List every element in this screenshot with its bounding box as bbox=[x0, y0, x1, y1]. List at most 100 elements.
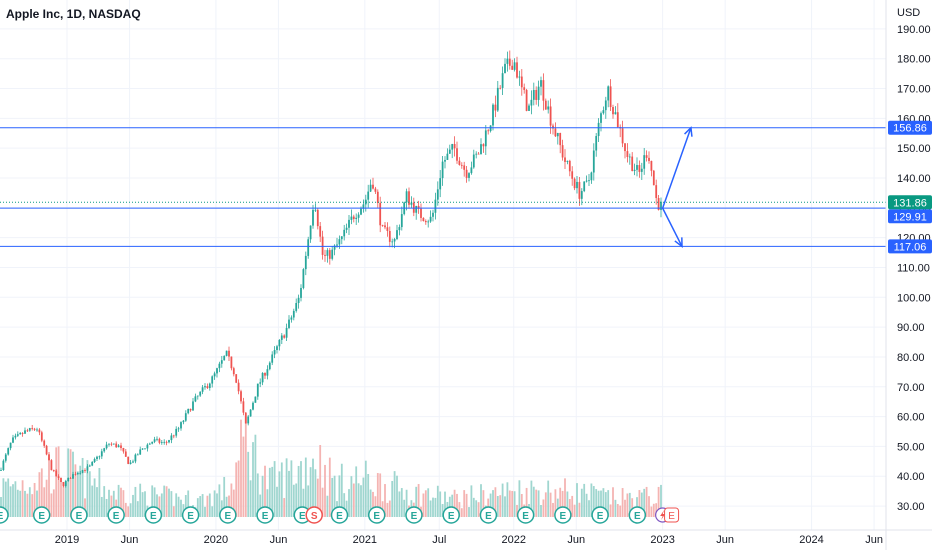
lightning-icon bbox=[660, 510, 666, 520]
volume-bar bbox=[578, 502, 581, 517]
price-tag-label: 131.86 bbox=[893, 197, 927, 209]
candle-body bbox=[64, 480, 67, 486]
candle-body bbox=[549, 106, 552, 126]
earnings-badge bbox=[442, 506, 460, 524]
volume-bar bbox=[247, 451, 250, 517]
candle-body bbox=[506, 58, 509, 64]
candle-body bbox=[57, 476, 60, 478]
x-tick-label: 2024 bbox=[799, 534, 823, 546]
volume-bar bbox=[338, 475, 341, 517]
projection-arrow bbox=[661, 207, 683, 247]
candle-body bbox=[132, 461, 134, 463]
volume-bar bbox=[391, 480, 394, 517]
volume-bar bbox=[316, 478, 319, 517]
volume-bar bbox=[516, 504, 518, 517]
candle-body bbox=[285, 327, 288, 338]
candle-body bbox=[463, 165, 466, 170]
candle-body bbox=[537, 86, 540, 100]
volume-bar bbox=[285, 458, 288, 517]
candle-body bbox=[609, 86, 612, 108]
volume-bar bbox=[136, 501, 139, 517]
candle-body bbox=[220, 360, 223, 364]
candle-body bbox=[480, 144, 482, 155]
candle-body bbox=[14, 435, 17, 438]
candle-body bbox=[259, 382, 262, 384]
volume-bar bbox=[472, 497, 475, 517]
candle-body bbox=[266, 369, 269, 376]
candle-body bbox=[242, 401, 245, 413]
candle-body bbox=[652, 170, 655, 186]
candle-body bbox=[600, 113, 602, 123]
candle-body bbox=[427, 221, 430, 223]
candle-body bbox=[290, 317, 293, 320]
volume-bar bbox=[158, 496, 161, 517]
candle-body bbox=[21, 433, 24, 434]
volume-bar bbox=[585, 493, 588, 517]
volume-bar bbox=[21, 480, 24, 517]
candle-body bbox=[331, 249, 334, 259]
volume-bar bbox=[302, 488, 305, 517]
volume-bar bbox=[43, 487, 46, 517]
candle-body bbox=[177, 428, 180, 430]
candle-body bbox=[451, 143, 454, 150]
candle-body bbox=[168, 440, 170, 443]
volume-bar bbox=[120, 487, 122, 517]
candle-body bbox=[256, 383, 259, 397]
volume-bar bbox=[230, 483, 233, 517]
candle-body bbox=[376, 191, 379, 203]
candle-body bbox=[206, 386, 209, 389]
candle-body bbox=[31, 428, 34, 429]
candle-body bbox=[628, 156, 631, 158]
volume-bar bbox=[434, 497, 437, 517]
candle-body bbox=[136, 454, 139, 456]
candle-body bbox=[417, 205, 420, 209]
volume-bar bbox=[297, 465, 300, 517]
candle-body bbox=[568, 160, 571, 172]
candle-body bbox=[187, 408, 190, 414]
x-tick-label: Jun bbox=[865, 534, 883, 546]
candle-body bbox=[304, 255, 307, 270]
candle-body bbox=[160, 442, 163, 444]
candle-body bbox=[583, 181, 586, 192]
candle-body bbox=[595, 136, 598, 151]
candle-body bbox=[55, 470, 58, 477]
volume-bar bbox=[218, 484, 221, 517]
candle-body bbox=[657, 198, 660, 210]
volume-bar bbox=[602, 488, 605, 517]
earnings-icon: E bbox=[560, 511, 567, 522]
volume-bar bbox=[67, 448, 70, 517]
candle-body bbox=[86, 466, 89, 471]
candle-body bbox=[182, 420, 185, 423]
volume-bar bbox=[321, 487, 324, 517]
candle-body bbox=[88, 465, 91, 467]
candle-body bbox=[48, 454, 50, 461]
y-tick-label: 100.00 bbox=[897, 292, 931, 304]
candle-body bbox=[240, 391, 242, 402]
candle-body bbox=[626, 151, 629, 157]
candle-body bbox=[484, 130, 487, 147]
x-tick-label: 2022 bbox=[501, 534, 525, 546]
candle-body bbox=[74, 474, 77, 475]
earnings-badge bbox=[70, 506, 88, 524]
candle-body bbox=[261, 373, 264, 383]
x-tick-label: Jun bbox=[121, 534, 139, 546]
volume-bar bbox=[28, 487, 31, 517]
volume-bar bbox=[384, 484, 386, 517]
volume-bar bbox=[208, 493, 211, 517]
volume-bar bbox=[621, 488, 624, 517]
volume-bar bbox=[580, 488, 583, 517]
volume-bar bbox=[400, 488, 403, 517]
volume-bar bbox=[48, 457, 50, 517]
candle-body bbox=[309, 225, 312, 240]
volume-bar bbox=[170, 491, 173, 517]
candle-body bbox=[228, 350, 230, 357]
volume-bar bbox=[427, 488, 430, 517]
candle-body bbox=[645, 155, 648, 158]
candle-body bbox=[576, 181, 578, 189]
candle-body bbox=[316, 209, 319, 227]
volume-bar bbox=[168, 488, 170, 517]
y-tick-label: 30.00 bbox=[897, 501, 925, 513]
volume-bar bbox=[511, 490, 514, 517]
volume-bar bbox=[172, 506, 175, 517]
